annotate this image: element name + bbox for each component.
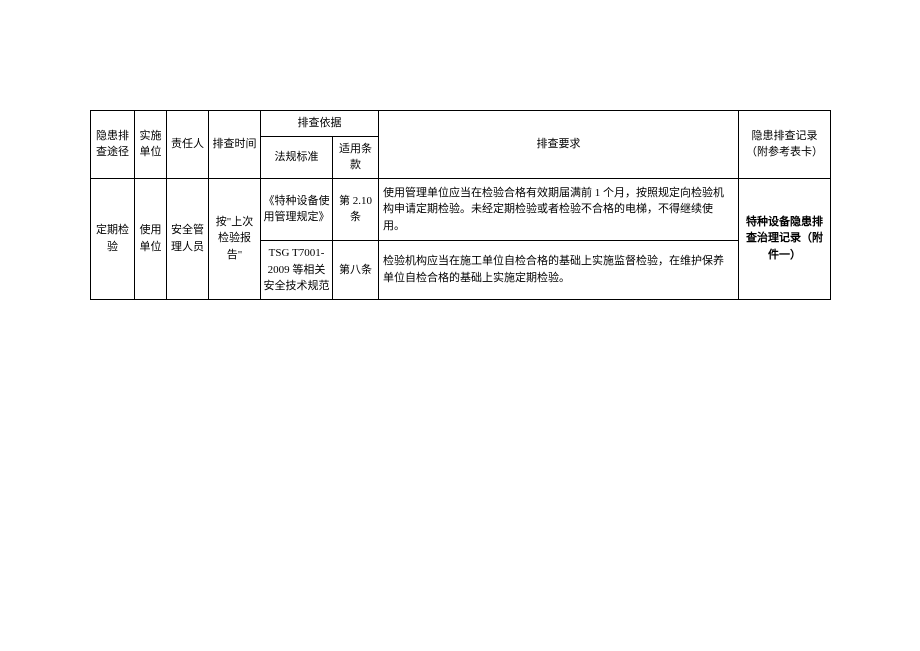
cell-requirement: 检验机构应当在施工单位自检合格的基础上实施监督检验，在维护保养单位自检合格的基础… (379, 241, 739, 300)
cell-clause: 第八条 (333, 241, 379, 300)
cell-unit: 使用单位 (135, 178, 167, 299)
cell-requirement: 使用管理单位应当在检验合格有效期届满前 1 个月，按照规定向检验机构申请定期检验… (379, 178, 739, 241)
inspection-table: 隐患排查途径 实施单位 责任人 排查时间 排查依据 排查要求 隐患排查记录（附参… (90, 110, 831, 300)
header-regulation: 法规标准 (261, 136, 333, 178)
header-clause: 适用条款 (333, 136, 379, 178)
header-record: 隐患排查记录（附参考表卡） (739, 111, 831, 179)
header-requirement: 排查要求 (379, 111, 739, 179)
cell-route: 定期检验 (91, 178, 135, 299)
cell-record: 特种设备隐患排查治理记录（附件一） (739, 178, 831, 299)
cell-time: 按"上次检验报告" (209, 178, 261, 299)
header-row-1: 隐患排查途径 实施单位 责任人 排查时间 排查依据 排查要求 隐患排查记录（附参… (91, 111, 831, 137)
header-unit: 实施单位 (135, 111, 167, 179)
header-responsible: 责任人 (167, 111, 209, 179)
header-basis-group: 排查依据 (261, 111, 379, 137)
cell-regulation: 《特种设备使用管理规定》 (261, 178, 333, 241)
header-time: 排查时间 (209, 111, 261, 179)
table-row: 定期检验 使用单位 安全管理人员 按"上次检验报告" 《特种设备使用管理规定》 … (91, 178, 831, 241)
header-route: 隐患排查途径 (91, 111, 135, 179)
cell-responsible: 安全管理人员 (167, 178, 209, 299)
cell-regulation: TSG T7001-2009 等相关安全技术规范 (261, 241, 333, 300)
cell-clause: 第 2.10条 (333, 178, 379, 241)
